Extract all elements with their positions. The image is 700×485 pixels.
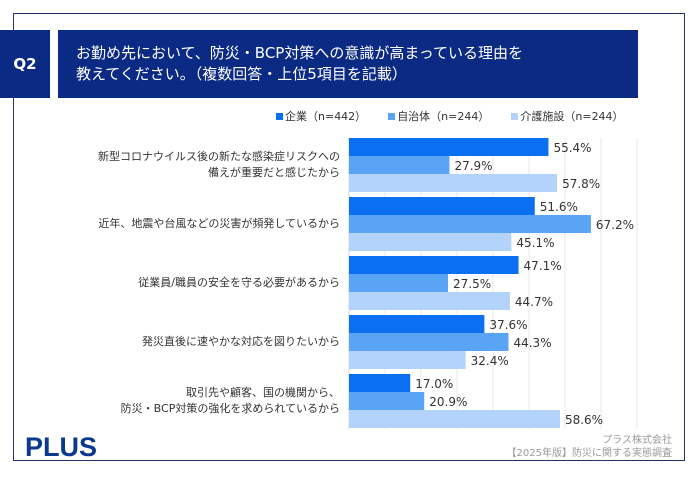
bar-value-label: 20.9%	[429, 395, 467, 409]
chart-frame	[13, 13, 685, 461]
legend-item-care-facilities: 介護施設（n=244）	[511, 108, 624, 124]
legend-swatch	[276, 112, 283, 120]
category-label-line: 新型コロナウイルス後の新たな感染症リスクへの	[98, 150, 340, 163]
legend-item-municipalities: 自治体（n=244）	[388, 108, 489, 124]
category-label-line: 近年、地震や台風などの災害が頻発しているから	[98, 217, 340, 230]
bar-value-label: 51.6%	[540, 200, 578, 214]
bar	[349, 374, 411, 392]
legend-label: 企業（n=442）	[285, 110, 367, 123]
title-line-1: お勤め先において、防災・BCP対策への意識が高まっている理由を	[76, 44, 523, 62]
question-number: Q2	[0, 30, 50, 98]
bar-value-label: 44.7%	[515, 295, 553, 309]
category-label: 近年、地震や台風などの災害が頻発しているから	[98, 216, 340, 232]
plus-logo: PLUS	[25, 432, 98, 462]
legend-swatch	[511, 112, 519, 120]
legend-item-companies: 企業（n=442）	[276, 108, 366, 124]
source-note: プラス株式会社 【2025年版】防災に関する実態調査	[507, 434, 672, 460]
bar	[349, 351, 466, 369]
category-label: 取引先や顧客、国の機関から、防災・BCP対策の強化を求められているから	[121, 385, 340, 417]
source-company: プラス株式会社	[602, 435, 672, 446]
bar	[349, 392, 425, 410]
bar	[349, 256, 519, 274]
bar-value-label: 44.3%	[513, 336, 551, 350]
legend-swatch	[388, 112, 396, 120]
bar	[349, 233, 512, 251]
bar-value-label: 17.0%	[415, 377, 453, 391]
category-label-line: 発災直後に速やかな対応を図りたいから	[142, 335, 340, 348]
category-label-line: 従業員/職員の安全を守る必要があるから	[138, 276, 340, 289]
chart-legend: 企業（n=442） 自治体（n=244） 介護施設（n=244）	[276, 108, 624, 124]
category-label-line: 備えが重要だと感じたから	[208, 166, 340, 179]
bar-value-label: 32.4%	[471, 354, 509, 368]
bar	[349, 215, 591, 233]
bar-value-label: 67.2%	[596, 218, 634, 232]
title-line-2: 教えてください。（複数回答・上位5項目を記載）	[76, 65, 407, 83]
bar	[349, 156, 450, 174]
bar-value-label: 37.6%	[489, 318, 527, 332]
bar	[349, 315, 485, 333]
bar	[349, 410, 560, 428]
bar-value-label: 55.4%	[553, 141, 591, 155]
category-label-line: 防災・BCP対策の強化を求められているから	[120, 402, 340, 415]
bar-value-label: 58.6%	[565, 413, 603, 427]
bar	[349, 292, 510, 310]
bar	[349, 333, 509, 351]
bar-value-label: 27.9%	[454, 159, 492, 173]
bar	[349, 197, 535, 215]
bar	[349, 138, 549, 156]
question-title: お勤め先において、防災・BCP対策への意識が高まっている理由を 教えてください。…	[58, 30, 638, 98]
bar	[349, 174, 558, 192]
category-label: 従業員/職員の安全を守る必要があるから	[138, 275, 340, 291]
bar-value-label: 27.5%	[453, 277, 491, 291]
legend-label: 介護施設（n=244）	[520, 110, 624, 123]
category-label-line: 取引先や顧客、国の機関から、	[186, 386, 340, 399]
category-label: 新型コロナウイルス後の新たな感染症リスクへの備えが重要だと感じたから	[98, 149, 340, 181]
bar-value-label: 45.1%	[516, 236, 554, 250]
bar	[349, 274, 448, 292]
source-survey: 【2025年版】防災に関する実態調査	[506, 448, 672, 459]
legend-label: 自治体（n=244）	[397, 110, 490, 123]
category-label: 発災直後に速やかな対応を図りたいから	[142, 334, 340, 350]
bar-value-label: 47.1%	[524, 259, 562, 273]
bar-value-label: 57.8%	[562, 177, 600, 191]
